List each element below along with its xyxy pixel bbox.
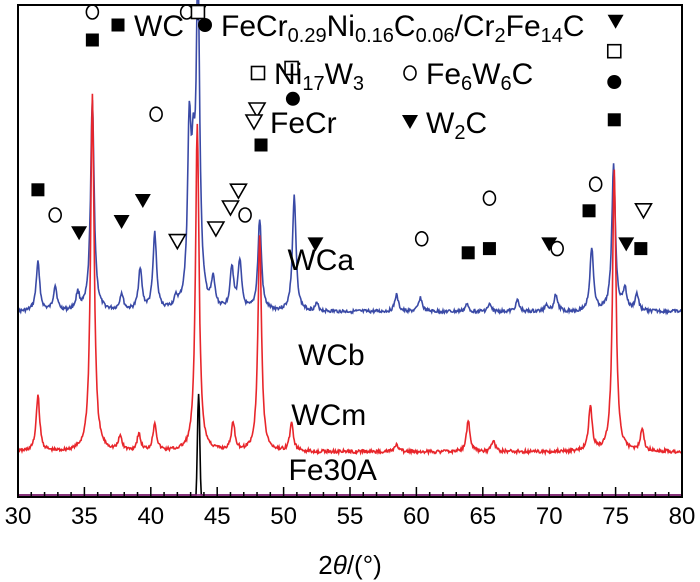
peak-marker-open-circle <box>238 207 252 223</box>
x-tick-label: 65 <box>469 503 496 530</box>
peak-marker-filled-square <box>461 246 475 260</box>
peak-marker-open-square <box>284 60 299 76</box>
peak-marker-filled-square <box>85 33 99 47</box>
peak-marker-filled-triangle-down <box>307 237 324 252</box>
series-label-wca: WCa <box>287 244 354 277</box>
series-line-wca <box>17 0 683 316</box>
legend-marker-filled-triangle-down <box>402 115 418 129</box>
legend-marker-filled-square <box>111 18 125 32</box>
series-label-wcb: WCb <box>298 339 365 372</box>
peak-marker-open-triangle-down <box>206 221 226 238</box>
peak-marker-filled-circle <box>607 75 622 89</box>
x-axis-title-prefix: 2 <box>318 550 332 580</box>
x-axis-title: 2θ/(°) <box>318 550 382 580</box>
peak-marker-open-triangle-down <box>167 233 187 251</box>
peak-marker-open-circle <box>588 176 603 192</box>
peak-marker-open-square <box>606 43 622 59</box>
x-tick-label: 60 <box>403 503 430 530</box>
peak-marker-open-circle <box>482 190 497 206</box>
peak-marker-filled-triangle-down <box>618 237 635 252</box>
x-tick-label: 80 <box>669 503 696 530</box>
legend-label: FeCr <box>270 107 337 140</box>
series-label-wcm: WCm <box>291 399 366 432</box>
peak-marker-filled-square <box>634 242 648 256</box>
peak-marker-filled-square <box>31 183 45 197</box>
legend-label: W2C <box>426 107 487 144</box>
x-axis-ticks: 30 35 40 45 50 55 60 65 70 75 80 <box>5 487 696 530</box>
legend-label: Fe6W6C <box>426 58 533 95</box>
peak-marker-filled-circle <box>285 91 300 106</box>
peak-marker-open-triangle-down <box>221 200 240 217</box>
peak-marker-open-triangle-down <box>247 102 267 119</box>
peak-marker-filled-square <box>607 113 621 127</box>
peak-marker-filled-triangle-down <box>113 215 130 229</box>
legend-label: FeCr0.29Ni0.16C0.06/Cr2Fe14C <box>221 10 585 47</box>
x-tick-label: 50 <box>270 503 297 530</box>
peak-marker-filled-triangle-down <box>541 237 558 252</box>
series-labels: WCa WCb WCm Fe30A <box>287 244 376 487</box>
x-tick-label: 35 <box>71 503 98 530</box>
peak-marker-open-circle <box>48 207 62 223</box>
peak-marker-open-triangle-down <box>229 183 248 200</box>
peak-marker-filled-triangle-down <box>607 14 624 29</box>
x-tick-label: 30 <box>5 503 32 530</box>
series-line-wcb <box>17 93 683 457</box>
legend-marker-filled-circle <box>198 18 212 32</box>
x-tick-label: 45 <box>204 503 231 530</box>
peak-marker-open-circle <box>149 106 163 122</box>
series-label-fe30a: Fe30A <box>289 454 377 487</box>
legend-marker-open-square <box>250 65 266 81</box>
peak-marker-open-circle <box>550 240 564 257</box>
legend-marker-open-triangle-down <box>244 114 264 131</box>
legend-marker-open-circle <box>403 65 417 81</box>
peak-marker-filled-square <box>254 138 268 152</box>
peak-marker-open-triangle-down <box>634 203 653 220</box>
x-tick-label: 75 <box>602 503 629 530</box>
peak-markers <box>31 4 653 260</box>
peak-marker-open-square <box>190 4 206 20</box>
x-axis-title-unit: /(°) <box>347 550 382 580</box>
x-tick-label: 70 <box>536 503 563 530</box>
peak-marker-open-circle <box>414 231 429 247</box>
peak-marker-filled-triangle-down <box>71 226 88 241</box>
peak-marker-filled-square <box>582 204 596 218</box>
peak-marker-filled-triangle-down <box>134 194 151 208</box>
legend-label: Ni17W3 <box>274 58 364 95</box>
x-axis-title-variable: θ <box>333 550 347 580</box>
peak-marker-filled-square <box>482 242 496 256</box>
peak-marker-open-circle <box>85 4 100 20</box>
legend: WC FeCr0.29Ni0.16C0.06/Cr2Fe14C Ni17W3 Fe6W… <box>111 10 585 144</box>
legend-label: WC <box>134 10 184 43</box>
x-tick-label: 55 <box>337 503 364 530</box>
x-tick-label: 40 <box>137 503 164 530</box>
